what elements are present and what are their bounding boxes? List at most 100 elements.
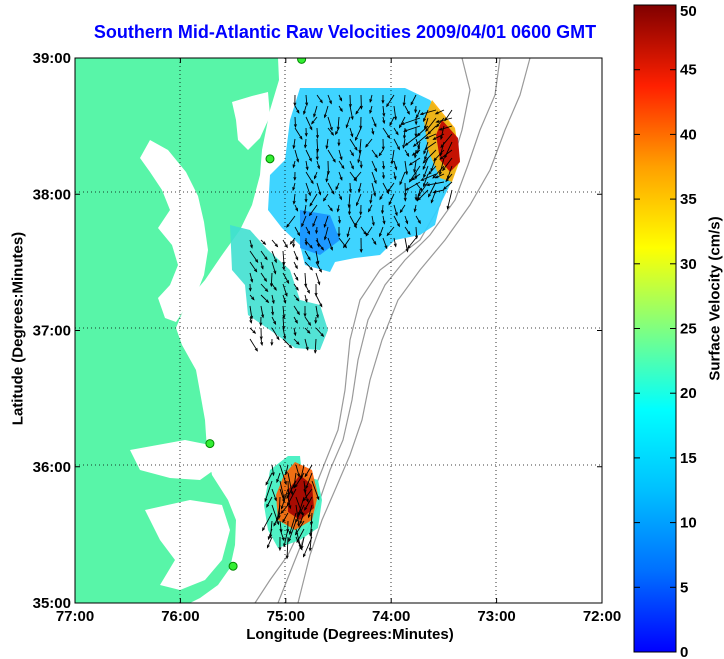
velocity-arrow [349,149,354,156]
velocity-arrow [382,105,385,117]
velocity-arrow [415,182,423,192]
velocity-arrow [315,272,321,285]
velocity-arrow [303,204,307,215]
velocity-arrowhead [261,314,265,319]
velocity-arrow [356,193,362,206]
velocity-arrow [289,237,296,245]
velocity-arrow [382,116,385,124]
velocity-arrowhead [296,311,300,316]
velocity-arrowhead [329,246,333,251]
velocity-arrowhead [335,131,339,136]
map-title: Southern Mid-Atlantic Raw Velocities 200… [93,22,597,42]
velocity-arrow [345,116,351,128]
colorbar-tick-label: 5 [680,579,688,596]
velocity-arrowhead [288,538,292,543]
velocity-arrow [415,226,418,239]
velocity-arrow [439,149,453,160]
velocity-arrow [327,237,333,251]
x-tick-label: 73:00 [477,608,515,625]
velocity-arrowhead [339,97,343,102]
velocity-arrow [424,117,429,129]
velocity-arrow [323,215,329,228]
velocity-arrowhead [284,244,288,249]
velocity-arrowhead [313,175,317,180]
velocity-arrowhead [373,123,377,128]
velocity-arrowhead [281,537,285,542]
delmarva-land [210,150,262,262]
velocity-arrowhead [313,113,317,118]
velocity-arrow [305,116,313,130]
velocity-arrowhead [438,171,442,176]
velocity-arrowhead [339,156,343,161]
velocity-arrow [355,105,362,115]
colorbar-tick-label: 10 [680,515,697,532]
velocity-arrowhead [393,243,397,248]
velocity-arrowhead [433,157,437,162]
velocity-arrowhead [432,136,437,140]
velocity-arrowhead [435,123,440,128]
velocity-arrowhead [382,220,386,225]
velocity-arrow [371,182,376,196]
velocity-arrowhead [424,146,429,151]
velocity-arrow [309,193,318,207]
velocity-arrowhead [388,201,392,206]
velocity-arrowhead [382,113,386,118]
radar-station-marker [297,58,307,64]
velocity-arrow [349,105,354,120]
velocity-arrow [365,138,373,148]
velocity-arrowhead [371,222,375,227]
velocity-arrowhead [315,230,319,235]
velocity-arrowhead [423,150,427,155]
velocity-arrow [271,250,277,263]
velocity-arrow [338,149,343,160]
velocity-arrowhead [275,517,279,522]
velocity-arrow [260,250,268,260]
velocity-arrowhead [286,495,290,499]
velocity-arrow [335,127,340,135]
velocity-arrow [404,149,410,157]
velocity-arrowhead [417,220,421,225]
velocity-arrow [271,283,277,291]
velocity-arrow [399,204,406,213]
velocity-arrowhead [371,130,375,136]
velocity-arrow [312,215,318,227]
velocity-arrowhead [445,178,449,183]
velocity-arrowhead [368,208,372,213]
x-axis-ticks: 77:00 76:00 75:00 74:00 73:00 72:00 [56,58,621,625]
velocity-arrow [249,261,258,272]
radar-station-marker [228,561,238,571]
velocity-arrowhead [282,266,286,271]
velocity-arrowhead [363,231,367,236]
colorbar-tick-label: 15 [680,450,697,467]
velocity-arrow [417,125,429,137]
velocity-arrowhead [354,147,358,151]
velocity-arrow [382,160,385,169]
velocity-arrow [386,226,395,236]
velocity-arrow [271,294,275,304]
radar-station-marker [265,154,275,164]
velocity-arrowhead [428,193,432,198]
velocity-arrowhead [283,543,287,548]
velocity-arrow [393,105,397,120]
velocity-arrow [424,149,429,160]
velocity-arrow [304,283,310,294]
velocity-arrowhead [420,177,425,181]
velocity-arrow [315,327,324,337]
velocity-arrow [314,171,318,179]
velocity-arrowhead [313,349,317,354]
velocity-arrow [293,193,296,204]
velocity-arrow [357,149,362,163]
velocity-arrow [294,226,300,236]
velocity-arrow [295,504,300,527]
velocity-arrow [402,138,406,149]
velocity-arrowhead [288,344,293,349]
velocity-arrowhead [329,127,333,132]
velocity-arrowhead [350,152,354,157]
velocity-arrowhead [424,156,428,161]
velocity-arrow [326,171,329,182]
velocity-arrow [260,305,264,318]
velocity-arrowhead [248,287,252,292]
velocity-arrowhead [296,232,301,237]
velocity-arrow [279,464,287,485]
velocity-arrowhead [423,118,426,123]
